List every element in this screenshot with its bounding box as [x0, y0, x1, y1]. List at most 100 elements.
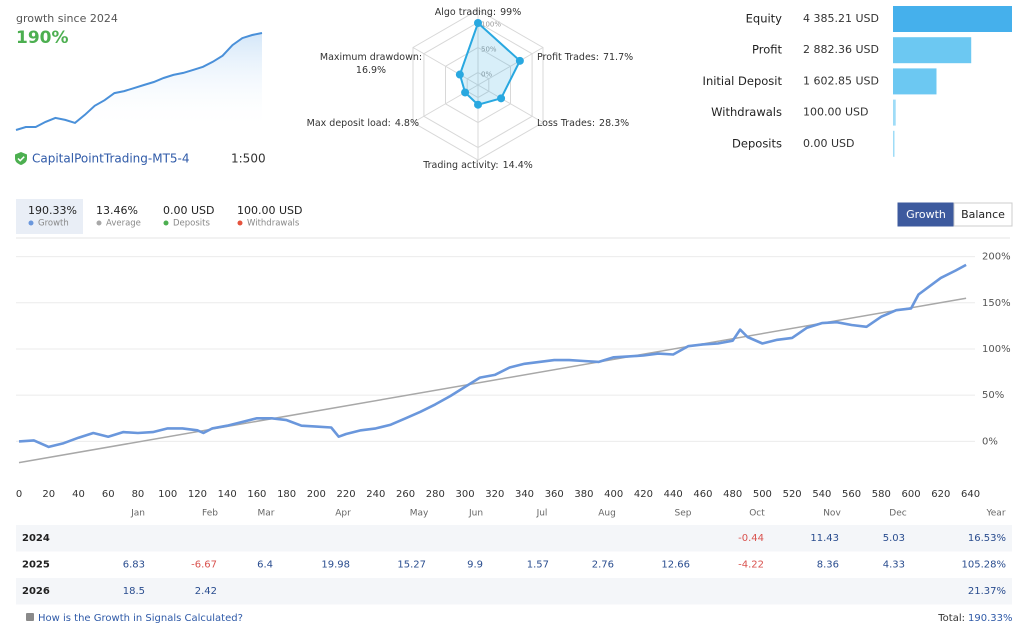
month-value: 2.76 [592, 560, 614, 571]
bar-label: Equity [746, 12, 783, 26]
table-header: Dec [889, 509, 906, 519]
radar-tick-label: 0% [481, 71, 492, 79]
x-tick-label: 240 [366, 489, 385, 500]
row-year: 2024 [22, 533, 50, 544]
x-tick-label: 80 [132, 489, 145, 500]
bar-label: Initial Deposit [703, 74, 783, 88]
sparkline-area [16, 33, 262, 130]
x-tick-label: 20 [42, 489, 55, 500]
row-year: 2025 [22, 560, 50, 571]
legend-name: Average [106, 219, 141, 229]
growth-label: growth since 2024 [16, 12, 118, 25]
x-tick-label: 580 [872, 489, 891, 500]
radar-value: 16.9% [356, 65, 386, 76]
x-tick-label: 40 [72, 489, 85, 500]
month-value: 18.5 [123, 586, 145, 597]
month-value: 1.57 [527, 560, 549, 571]
leverage: 1:500 [231, 152, 266, 166]
bar-value: 0.00 USD [803, 137, 855, 150]
x-tick-label: 160 [247, 489, 266, 500]
y-tick-label: 100% [982, 344, 1011, 355]
tab-button[interactable] [953, 202, 1013, 227]
month-value: 6.83 [123, 560, 145, 571]
x-tick-label: 100 [158, 489, 177, 500]
bar [893, 99, 896, 126]
bar [893, 68, 937, 95]
account-link[interactable]: CapitalPointTrading-MT5-4 [32, 152, 190, 166]
x-tick-label: 480 [723, 489, 742, 500]
help-link[interactable]: How is the Growth in Signals Calculated? [38, 613, 243, 624]
x-tick-label: 220 [337, 489, 356, 500]
x-tick-label: 380 [574, 489, 593, 500]
tab-label[interactable]: Balance [961, 208, 1005, 221]
table-header: Feb [202, 509, 218, 519]
radar-label: Max deposit load: 4.8% [307, 118, 419, 129]
table-header: Aug [598, 509, 616, 519]
average-line [18, 297, 967, 464]
x-tick-label: 600 [902, 489, 921, 500]
radar-label: Loss Trades: 28.3% [537, 118, 629, 129]
x-tick-label: 540 [812, 489, 831, 500]
radar-point [474, 100, 482, 109]
x-tick-label: 200 [307, 489, 326, 500]
table-row [16, 578, 1012, 605]
table-header: Jun [468, 509, 483, 519]
x-tick-label: 0 [16, 489, 22, 500]
radar-ring [423, 21, 533, 149]
table-header: Year [985, 509, 1005, 519]
growth-value: 190% [16, 28, 69, 48]
verified-icon [15, 152, 27, 165]
year-total: 16.53% [968, 533, 1006, 544]
total-label: Total: [937, 613, 965, 624]
bar-label: Deposits [732, 136, 782, 150]
radar-tick-label: 100% [481, 21, 501, 29]
x-tick-label: 120 [188, 489, 207, 500]
x-tick-label: 140 [218, 489, 237, 500]
y-tick-label: 150% [982, 298, 1011, 309]
bar [893, 130, 895, 157]
total-value: 190.33% [968, 613, 1013, 624]
x-tick-label: 440 [664, 489, 683, 500]
month-value: 5.03 [883, 533, 905, 544]
x-tick-label: 520 [783, 489, 802, 500]
x-tick-label: 340 [515, 489, 534, 500]
x-tick-label: 60 [102, 489, 115, 500]
tab[interactable]: Growth [897, 202, 955, 227]
month-value: 15.27 [397, 560, 426, 571]
x-tick-label: 560 [842, 489, 861, 500]
month-value: 6.4 [257, 560, 273, 571]
legend-name: Deposits [173, 219, 210, 229]
table-header: Sep [675, 509, 692, 519]
help-icon [26, 613, 34, 621]
radar-category: Trading activity: [422, 160, 498, 171]
legend-name: Withdrawals [247, 219, 300, 229]
month-value: -0.44 [738, 533, 764, 544]
month-value: 2.42 [195, 586, 217, 597]
table-row [16, 551, 1012, 578]
x-tick-label: 400 [604, 489, 623, 500]
tab-label[interactable]: Growth [906, 208, 946, 221]
x-tick-label: 260 [396, 489, 415, 500]
radar-category: Loss Trades: [537, 118, 595, 129]
legend-value: 13.46% [96, 204, 138, 217]
month-value: -6.67 [191, 560, 217, 571]
month-value: 4.33 [883, 560, 905, 571]
radar-label: Profit Trades: 71.7% [537, 52, 633, 63]
radar-value: 4.8% [395, 118, 419, 129]
x-tick-label: 280 [426, 489, 445, 500]
legend-dot [96, 220, 102, 226]
month-value: 8.36 [817, 560, 839, 571]
x-tick-label: 300 [455, 489, 474, 500]
row-year: 2026 [22, 586, 50, 597]
bar [893, 6, 1012, 32]
radar-point [474, 19, 482, 27]
month-value: 12.66 [661, 560, 690, 571]
table-header: Mar [258, 509, 275, 519]
bar-value: 2 882.36 USD [803, 43, 879, 56]
table-row [16, 525, 1012, 552]
legend-dot [163, 220, 169, 226]
tab[interactable]: Balance [953, 202, 1013, 227]
radar-tick-label: 50% [481, 46, 497, 54]
radar-value: 71.7% [603, 52, 633, 63]
